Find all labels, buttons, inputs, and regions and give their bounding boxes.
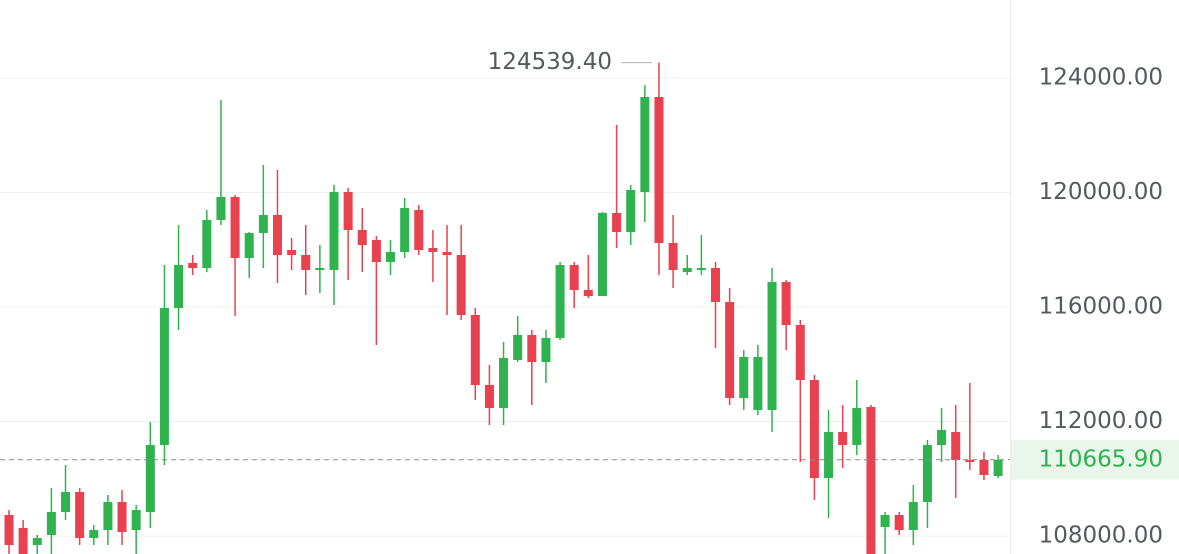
candle-body [103, 502, 113, 531]
candle-body [965, 460, 975, 463]
candle-body [866, 407, 876, 554]
candle-body [937, 430, 947, 446]
candle-body [18, 528, 28, 554]
y-axis: 124000.00 120000.00 116000.00 112000.00 1080… [1011, 65, 1179, 549]
y-tick-label: 108000.00 [1039, 523, 1163, 549]
grid [0, 77, 1010, 537]
y-tick-label: 120000.00 [1039, 179, 1163, 205]
candle-body [343, 192, 353, 231]
candle-body [301, 254, 311, 271]
candle-body [725, 302, 735, 399]
candle-body [654, 96, 664, 244]
candle-body [555, 264, 565, 339]
candle-body [753, 357, 763, 410]
candle-body [612, 212, 622, 233]
candle-body [993, 459, 1003, 477]
candle-body [922, 445, 932, 503]
candle-body [272, 215, 282, 255]
candle-body [202, 220, 212, 268]
candle-body [809, 379, 819, 479]
candle-body [117, 502, 127, 533]
candle-body [597, 212, 607, 296]
candle-body [174, 264, 184, 308]
candle-body [696, 267, 706, 271]
candle-body [386, 251, 396, 263]
candle-body [428, 248, 438, 252]
candle-body [216, 196, 226, 221]
candle-body [470, 315, 480, 386]
candle-body [781, 281, 791, 325]
candle-body [400, 207, 410, 252]
candle-body [908, 502, 918, 531]
candle-body [569, 264, 579, 291]
candle-body [682, 267, 692, 273]
candle-body [711, 267, 720, 303]
last-price-label: 110665.90 [1039, 446, 1163, 472]
candle-body [838, 432, 848, 446]
max-annotation-label: 124539.40 [488, 49, 612, 75]
candle-body [315, 267, 325, 271]
candle-body [442, 251, 452, 255]
candle-body [75, 491, 85, 538]
candles [4, 62, 1003, 554]
candle-body [357, 230, 367, 246]
candle-body [527, 335, 537, 363]
candle-body [640, 96, 650, 193]
candle-body [230, 196, 240, 259]
candle-body [145, 445, 155, 513]
candle-body [852, 408, 862, 446]
y-tick-label: 124000.00 [1039, 65, 1163, 91]
candle-body [287, 249, 297, 255]
candle-body [61, 491, 71, 513]
candle-body [739, 357, 749, 399]
overlay: 124539.40 [0, 49, 1010, 461]
candle-body [894, 515, 904, 531]
y-tick-label: 116000.00 [1039, 294, 1163, 320]
candle-body [188, 263, 198, 268]
candle-body [824, 432, 834, 479]
candle-body [371, 239, 381, 263]
candle-body [583, 290, 593, 296]
candle-body [4, 515, 14, 546]
candle-body [244, 233, 254, 259]
candle-body [329, 192, 339, 271]
last-price-box [1011, 439, 1179, 480]
candle-body [46, 512, 56, 535]
candle-body [32, 537, 42, 546]
candle-body [159, 307, 169, 446]
candle-body [513, 335, 523, 361]
candle-body [541, 338, 551, 363]
candle-body [767, 281, 777, 410]
candle-body [456, 254, 466, 316]
candle-body [979, 460, 989, 476]
candle-body [258, 215, 268, 234]
candle-body [499, 358, 509, 409]
candle-body [131, 509, 141, 531]
candle-body [880, 515, 890, 528]
candle-body [484, 385, 494, 409]
candle-body [951, 432, 961, 461]
candle-body [414, 209, 424, 250]
candle-body [89, 530, 99, 538]
candle-body [626, 190, 636, 233]
candle-body [668, 243, 678, 271]
candle-body [795, 324, 805, 380]
y-tick-label: 112000.00 [1039, 408, 1163, 434]
